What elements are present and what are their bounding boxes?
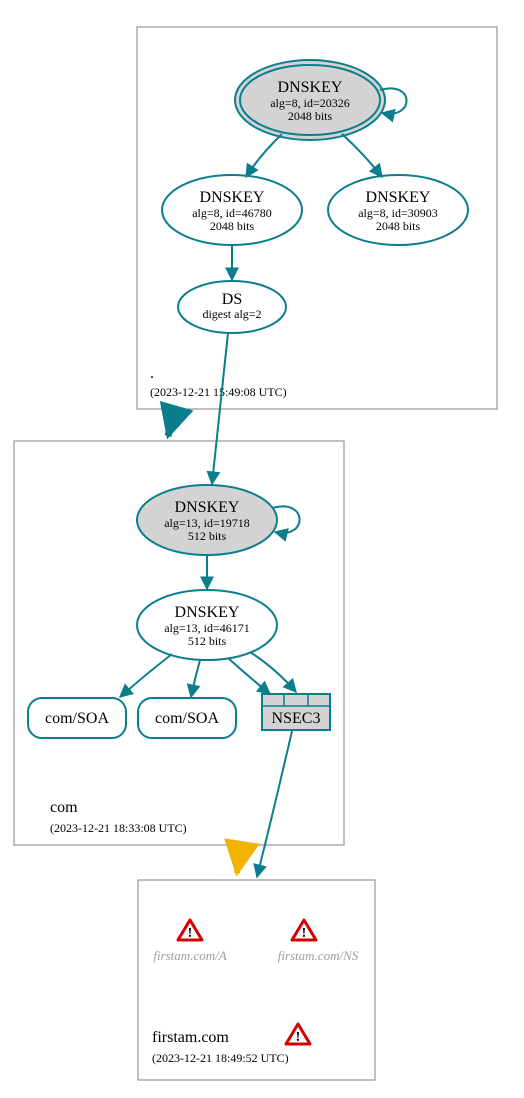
svg-text:DNSKEY: DNSKEY: [278, 79, 343, 96]
edge-comzsk-soa1: [120, 654, 172, 697]
zone-root-timestamp: (2023-12-21 15:49:08 UTC): [150, 385, 287, 399]
svg-text:firstam.com/NS: firstam.com/NS: [278, 948, 359, 963]
edge-rootksk-rootkey3: [342, 134, 382, 177]
node-com-soa-2: com/SOA: [138, 698, 236, 738]
zone-firstam: firstam.com (2023-12-21 18:49:52 UTC): [138, 880, 375, 1080]
edge-rootzone-comzone: [168, 409, 175, 436]
error-icon: !: [178, 920, 202, 941]
svg-text:DNSKEY: DNSKEY: [175, 499, 240, 516]
svg-text:alg=8, id=30903: alg=8, id=30903: [358, 206, 438, 220]
zone-firstam-title: firstam.com: [152, 1029, 229, 1046]
node-nsec3: NSEC3: [262, 694, 330, 730]
node-firstam-ns: ! firstam.com/NS: [278, 920, 359, 963]
svg-text:!: !: [188, 926, 193, 941]
svg-text:alg=13, id=19718: alg=13, id=19718: [164, 516, 250, 530]
svg-text:alg=8, id=20326: alg=8, id=20326: [270, 96, 350, 110]
svg-text:digest alg=2: digest alg=2: [202, 307, 261, 321]
svg-text:2048 bits: 2048 bits: [210, 219, 255, 233]
dnssec-diagram: . (2023-12-21 15:49:08 UTC) DNSKEY alg=8…: [0, 0, 524, 1098]
svg-text:DNSKEY: DNSKEY: [175, 604, 240, 621]
svg-text:2048 bits: 2048 bits: [288, 109, 333, 123]
edge-comzsk-soa2: [191, 660, 200, 697]
svg-text:firstam.com/A: firstam.com/A: [153, 948, 226, 963]
svg-text:com/SOA: com/SOA: [45, 710, 109, 727]
node-root-ksk: DNSKEY alg=8, id=20326 2048 bits: [235, 60, 385, 140]
error-icon: !: [286, 1024, 310, 1045]
node-root-key3: DNSKEY alg=8, id=30903 2048 bits: [328, 175, 468, 245]
svg-text:com/SOA: com/SOA: [155, 710, 219, 727]
node-com-ksk: DNSKEY alg=13, id=19718 512 bits: [137, 485, 277, 555]
zone-com-timestamp: (2023-12-21 18:33:08 UTC): [50, 821, 187, 835]
edge-comzsk-nsec3-a: [228, 658, 270, 694]
svg-text:NSEC3: NSEC3: [272, 710, 321, 727]
node-root-ds: DS digest alg=2: [178, 281, 286, 333]
node-com-soa-1: com/SOA: [28, 698, 126, 738]
svg-text:DNSKEY: DNSKEY: [366, 189, 431, 206]
svg-text:!: !: [296, 1030, 301, 1045]
svg-text:alg=13, id=46171: alg=13, id=46171: [164, 621, 250, 635]
svg-text:512 bits: 512 bits: [188, 634, 227, 648]
edge-nsec3-firstam: [257, 731, 292, 877]
node-root-zsk: DNSKEY alg=8, id=46780 2048 bits: [162, 175, 302, 245]
zone-com-title: com: [50, 799, 78, 816]
node-firstam-a: ! firstam.com/A: [153, 920, 226, 963]
svg-text:!: !: [302, 926, 307, 941]
node-com-zsk: DNSKEY alg=13, id=46171 512 bits: [137, 590, 277, 660]
svg-text:DS: DS: [222, 291, 242, 308]
zone-root-title: .: [150, 365, 154, 382]
svg-text:2048 bits: 2048 bits: [376, 219, 421, 233]
error-icon: !: [292, 920, 316, 941]
zone-firstam-timestamp: (2023-12-21 18:49:52 UTC): [152, 1051, 289, 1065]
svg-text:512 bits: 512 bits: [188, 529, 227, 543]
svg-text:DNSKEY: DNSKEY: [200, 189, 265, 206]
svg-text:alg=8, id=46780: alg=8, id=46780: [192, 206, 272, 220]
edge-comzsk-nsec3-b: [250, 652, 296, 692]
edge-comzone-firstamzone: [237, 845, 241, 873]
edge-rootksk-rootzsk: [246, 134, 282, 177]
